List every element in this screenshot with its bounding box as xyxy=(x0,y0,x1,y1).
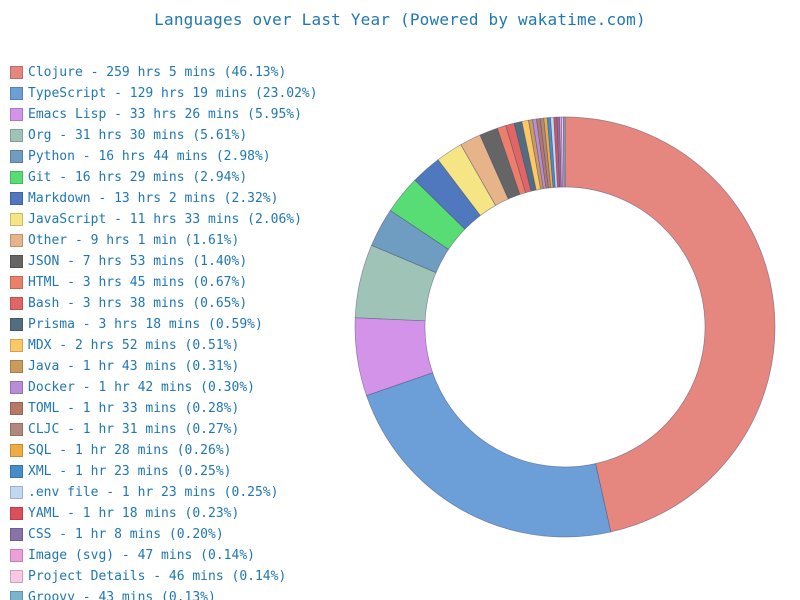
legend-item[interactable]: TOML - 1 hr 33 mins (0.28%) xyxy=(10,398,239,419)
legend-swatch xyxy=(10,192,23,205)
legend-label: Clojure - 259 hrs 5 mins (46.13%) xyxy=(28,65,287,80)
legend-item[interactable]: Docker - 1 hr 42 mins (0.30%) xyxy=(10,377,255,398)
legend-item[interactable]: YAML - 1 hr 18 mins (0.23%) xyxy=(10,503,239,524)
legend-swatch xyxy=(10,108,23,121)
legend-label: Git - 16 hrs 29 mins (2.94%) xyxy=(28,170,248,185)
legend-swatch xyxy=(10,528,23,541)
legend-label: Groovy - 43 mins (0.13%) xyxy=(28,590,216,600)
legend-label: JSON - 7 hrs 53 mins (1.40%) xyxy=(28,254,248,269)
pie-slice[interactable] xyxy=(564,116,776,533)
legend-label: Image (svg) - 47 mins (0.14%) xyxy=(28,548,255,563)
legend-item[interactable]: Other - 9 hrs 1 min (1.61%) xyxy=(10,230,239,251)
legend-swatch xyxy=(10,444,23,457)
legend-item[interactable]: Python - 16 hrs 44 mins (2.98%) xyxy=(10,146,271,167)
legend-item[interactable]: TypeScript - 129 hrs 19 mins (23.02%) xyxy=(10,83,318,104)
legend-label: Prisma - 3 hrs 18 mins (0.59%) xyxy=(28,317,263,332)
legend-swatch xyxy=(10,129,23,142)
legend-swatch xyxy=(10,297,23,310)
legend-item[interactable]: Project Details - 46 mins (0.14%) xyxy=(10,566,286,587)
legend-swatch xyxy=(10,360,23,373)
legend-swatch xyxy=(10,234,23,247)
legend-item[interactable]: HTML - 3 hrs 45 mins (0.67%) xyxy=(10,272,247,293)
legend-item[interactable]: Emacs Lisp - 33 hrs 26 mins (5.95%) xyxy=(10,104,302,125)
legend-swatch xyxy=(10,423,23,436)
legend-label: XML - 1 hr 23 mins (0.25%) xyxy=(28,464,232,479)
legend-swatch xyxy=(10,66,23,79)
legend-swatch xyxy=(10,171,23,184)
pie-slice[interactable] xyxy=(562,116,566,188)
legend-label: TOML - 1 hr 33 mins (0.28%) xyxy=(28,401,240,416)
legend-item[interactable]: Org - 31 hrs 30 mins (5.61%) xyxy=(10,125,247,146)
legend-label: JavaScript - 11 hrs 33 mins (2.06%) xyxy=(28,212,302,227)
legend-swatch xyxy=(10,465,23,478)
legend-item[interactable]: Git - 16 hrs 29 mins (2.94%) xyxy=(10,167,247,188)
legend-swatch xyxy=(10,87,23,100)
legend-item[interactable]: Image (svg) - 47 mins (0.14%) xyxy=(10,545,255,566)
legend-label: SQL - 1 hr 28 mins (0.26%) xyxy=(28,443,232,458)
legend-swatch xyxy=(10,549,23,562)
legend-label: Other - 9 hrs 1 min (1.61%) xyxy=(28,233,240,248)
legend-swatch xyxy=(10,150,23,163)
legend-swatch xyxy=(10,381,23,394)
legend-label: Java - 1 hr 43 mins (0.31%) xyxy=(28,359,240,374)
chart-title: Languages over Last Year (Powered by wak… xyxy=(154,10,646,29)
legend-label: CSS - 1 hr 8 mins (0.20%) xyxy=(28,527,224,542)
legend-label: Docker - 1 hr 42 mins (0.30%) xyxy=(28,380,255,395)
legend-swatch xyxy=(10,318,23,331)
legend-item[interactable]: .env file - 1 hr 23 mins (0.25%) xyxy=(10,482,278,503)
legend-item[interactable]: SQL - 1 hr 28 mins (0.26%) xyxy=(10,440,232,461)
legend-swatch xyxy=(10,276,23,289)
legend-label: HTML - 3 hrs 45 mins (0.67%) xyxy=(28,275,248,290)
legend-label: TypeScript - 129 hrs 19 mins (23.02%) xyxy=(28,86,318,101)
legend-swatch xyxy=(10,570,23,583)
legend-swatch xyxy=(10,507,23,520)
legend-item[interactable]: Prisma - 3 hrs 18 mins (0.59%) xyxy=(10,314,263,335)
legend-label: Python - 16 hrs 44 mins (2.98%) xyxy=(28,149,271,164)
legend-swatch xyxy=(10,213,23,226)
legend-label: Bash - 3 hrs 38 mins (0.65%) xyxy=(28,296,248,311)
legend-item[interactable]: CLJC - 1 hr 31 mins (0.27%) xyxy=(10,419,239,440)
legend-item[interactable]: JavaScript - 11 hrs 33 mins (2.06%) xyxy=(10,209,302,230)
legend-item[interactable]: Clojure - 259 hrs 5 mins (46.13%) xyxy=(10,62,286,83)
legend-swatch xyxy=(10,591,23,600)
legend-item[interactable]: XML - 1 hr 23 mins (0.25%) xyxy=(10,461,232,482)
legend-label: YAML - 1 hr 18 mins (0.23%) xyxy=(28,506,240,521)
legend-swatch xyxy=(10,486,23,499)
legend: Clojure - 259 hrs 5 mins (46.13%) TypeScr… xyxy=(10,62,350,600)
legend-label: Emacs Lisp - 33 hrs 26 mins (5.95%) xyxy=(28,107,302,122)
legend-label: .env file - 1 hr 23 mins (0.25%) xyxy=(28,485,279,500)
legend-label: Org - 31 hrs 30 mins (5.61%) xyxy=(28,128,248,143)
legend-swatch xyxy=(10,339,23,352)
legend-item[interactable]: Markdown - 13 hrs 2 mins (2.32%) xyxy=(10,188,278,209)
legend-item[interactable]: Bash - 3 hrs 38 mins (0.65%) xyxy=(10,293,247,314)
legend-item[interactable]: Java - 1 hr 43 mins (0.31%) xyxy=(10,356,239,377)
legend-item[interactable]: JSON - 7 hrs 53 mins (1.40%) xyxy=(10,251,247,272)
legend-label: MDX - 2 hrs 52 mins (0.51%) xyxy=(28,338,240,353)
legend-label: CLJC - 1 hr 31 mins (0.27%) xyxy=(28,422,240,437)
legend-item[interactable]: Groovy - 43 mins (0.13%) xyxy=(10,587,216,600)
legend-swatch xyxy=(10,402,23,415)
legend-label: Project Details - 46 mins (0.14%) xyxy=(28,569,287,584)
legend-item[interactable]: MDX - 2 hrs 52 mins (0.51%) xyxy=(10,335,239,356)
legend-swatch xyxy=(10,255,23,268)
legend-item[interactable]: CSS - 1 hr 8 mins (0.20%) xyxy=(10,524,224,545)
legend-label: Markdown - 13 hrs 2 mins (2.32%) xyxy=(28,191,279,206)
pie-slice[interactable] xyxy=(366,372,612,538)
